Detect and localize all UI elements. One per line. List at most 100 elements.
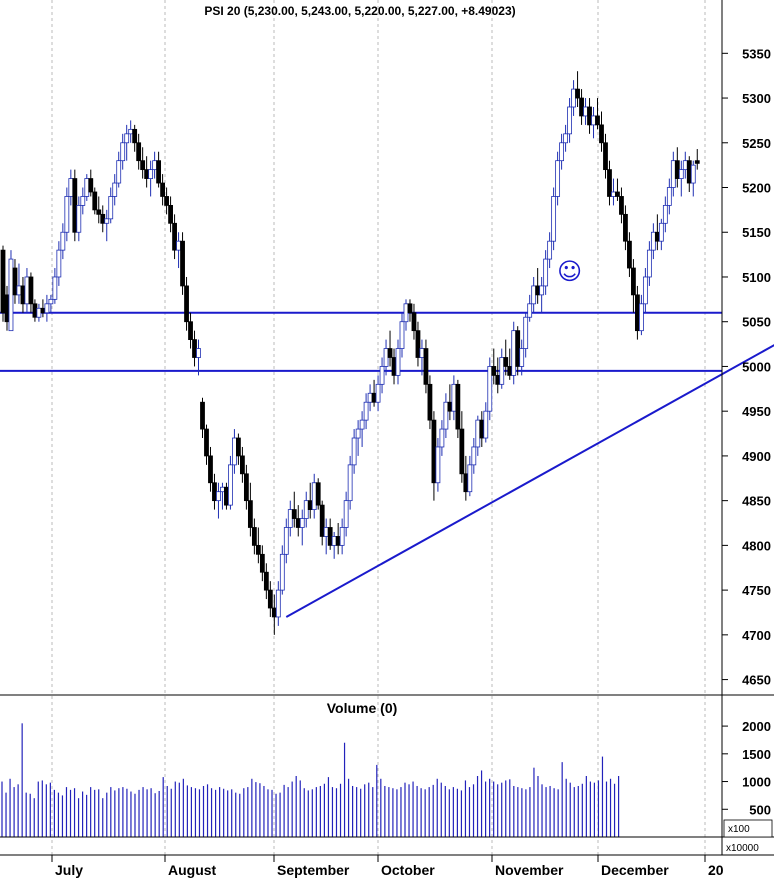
candle bbox=[112, 174, 118, 206]
candle-body bbox=[611, 191, 616, 197]
candle-body bbox=[479, 419, 485, 439]
candle-body bbox=[587, 106, 592, 126]
candle bbox=[519, 339, 525, 376]
candle bbox=[407, 299, 413, 322]
candle bbox=[379, 357, 385, 394]
month-label: 20 bbox=[708, 862, 724, 878]
candle-body bbox=[367, 392, 373, 403]
candle bbox=[543, 250, 549, 295]
trendline-segment bbox=[285, 344, 774, 618]
candle-body bbox=[519, 348, 525, 367]
candle-body bbox=[168, 205, 173, 224]
candle bbox=[642, 268, 648, 313]
candle-body bbox=[52, 276, 58, 300]
candle-body bbox=[319, 504, 325, 537]
candle-body bbox=[192, 339, 197, 358]
candle bbox=[399, 312, 405, 358]
candle-body bbox=[247, 500, 253, 528]
candle bbox=[291, 491, 297, 528]
candle-body bbox=[311, 482, 317, 510]
price-tick-label: 5000 bbox=[742, 359, 771, 374]
candle bbox=[12, 259, 18, 304]
candle-body bbox=[299, 518, 305, 528]
candle-body bbox=[666, 187, 672, 206]
candle bbox=[283, 518, 289, 564]
candle bbox=[28, 272, 34, 313]
candle-body bbox=[451, 383, 457, 412]
price-tick-label: 5250 bbox=[742, 136, 771, 151]
candle-body bbox=[184, 285, 189, 323]
candle-body bbox=[124, 133, 130, 144]
candle-body bbox=[279, 553, 285, 591]
candle-body bbox=[415, 330, 421, 358]
candle-body bbox=[148, 169, 154, 179]
candle bbox=[96, 196, 102, 224]
candle-body bbox=[20, 285, 26, 305]
candle-body bbox=[112, 182, 118, 197]
candle bbox=[247, 482, 253, 537]
candle bbox=[567, 98, 572, 143]
month-label: July bbox=[55, 862, 83, 878]
candle-body bbox=[315, 482, 321, 506]
candle bbox=[80, 187, 86, 215]
candle bbox=[136, 133, 142, 170]
candle bbox=[251, 518, 257, 555]
candle-body bbox=[200, 401, 205, 430]
candle bbox=[140, 147, 146, 179]
candle bbox=[375, 375, 381, 412]
candle bbox=[267, 581, 273, 617]
candle-body bbox=[539, 285, 545, 296]
candle bbox=[168, 196, 173, 233]
candle-body bbox=[571, 88, 576, 108]
candle-body bbox=[563, 133, 568, 144]
candle bbox=[563, 124, 568, 152]
candle-body bbox=[0, 249, 6, 314]
candle-body bbox=[303, 500, 309, 519]
candle bbox=[527, 294, 533, 322]
candle-body bbox=[615, 191, 620, 197]
candle-body bbox=[491, 366, 497, 376]
candle bbox=[88, 169, 94, 197]
candle-body bbox=[419, 348, 425, 358]
candle-body bbox=[212, 482, 217, 502]
candle-body bbox=[642, 276, 648, 305]
candle bbox=[631, 259, 636, 313]
candle-body bbox=[76, 205, 82, 233]
candle-body bbox=[128, 128, 134, 135]
candle-body bbox=[543, 258, 549, 287]
candle-body bbox=[236, 437, 241, 457]
candle-body bbox=[682, 160, 688, 171]
candle-body bbox=[72, 178, 78, 233]
candle-body bbox=[172, 222, 177, 251]
candles bbox=[0, 71, 700, 635]
candle bbox=[491, 348, 497, 385]
month-label: October bbox=[381, 862, 435, 878]
candle bbox=[551, 187, 557, 251]
candle-body bbox=[619, 196, 624, 215]
smiley-annotation: ☺ bbox=[557, 258, 582, 286]
candle bbox=[459, 411, 465, 483]
candle bbox=[471, 438, 477, 474]
candle-body bbox=[180, 240, 185, 287]
candle bbox=[355, 420, 361, 456]
volume-tick-label: 1000 bbox=[742, 775, 771, 790]
candle-body bbox=[575, 88, 580, 99]
candle bbox=[427, 375, 433, 430]
candle-body bbox=[603, 142, 608, 171]
candle-body bbox=[4, 294, 10, 323]
candle bbox=[208, 446, 213, 492]
candle bbox=[164, 187, 169, 215]
candle bbox=[243, 464, 249, 510]
candle bbox=[239, 446, 245, 483]
candle-body bbox=[503, 357, 509, 367]
candle-body bbox=[363, 401, 369, 421]
candle bbox=[483, 402, 489, 443]
candle bbox=[72, 169, 78, 242]
candle bbox=[547, 232, 553, 269]
candle-body bbox=[531, 285, 537, 305]
candle bbox=[108, 187, 114, 224]
candle-body bbox=[631, 267, 636, 296]
candle-body bbox=[431, 419, 437, 484]
candle-body bbox=[48, 298, 54, 305]
candle-body bbox=[307, 500, 313, 510]
